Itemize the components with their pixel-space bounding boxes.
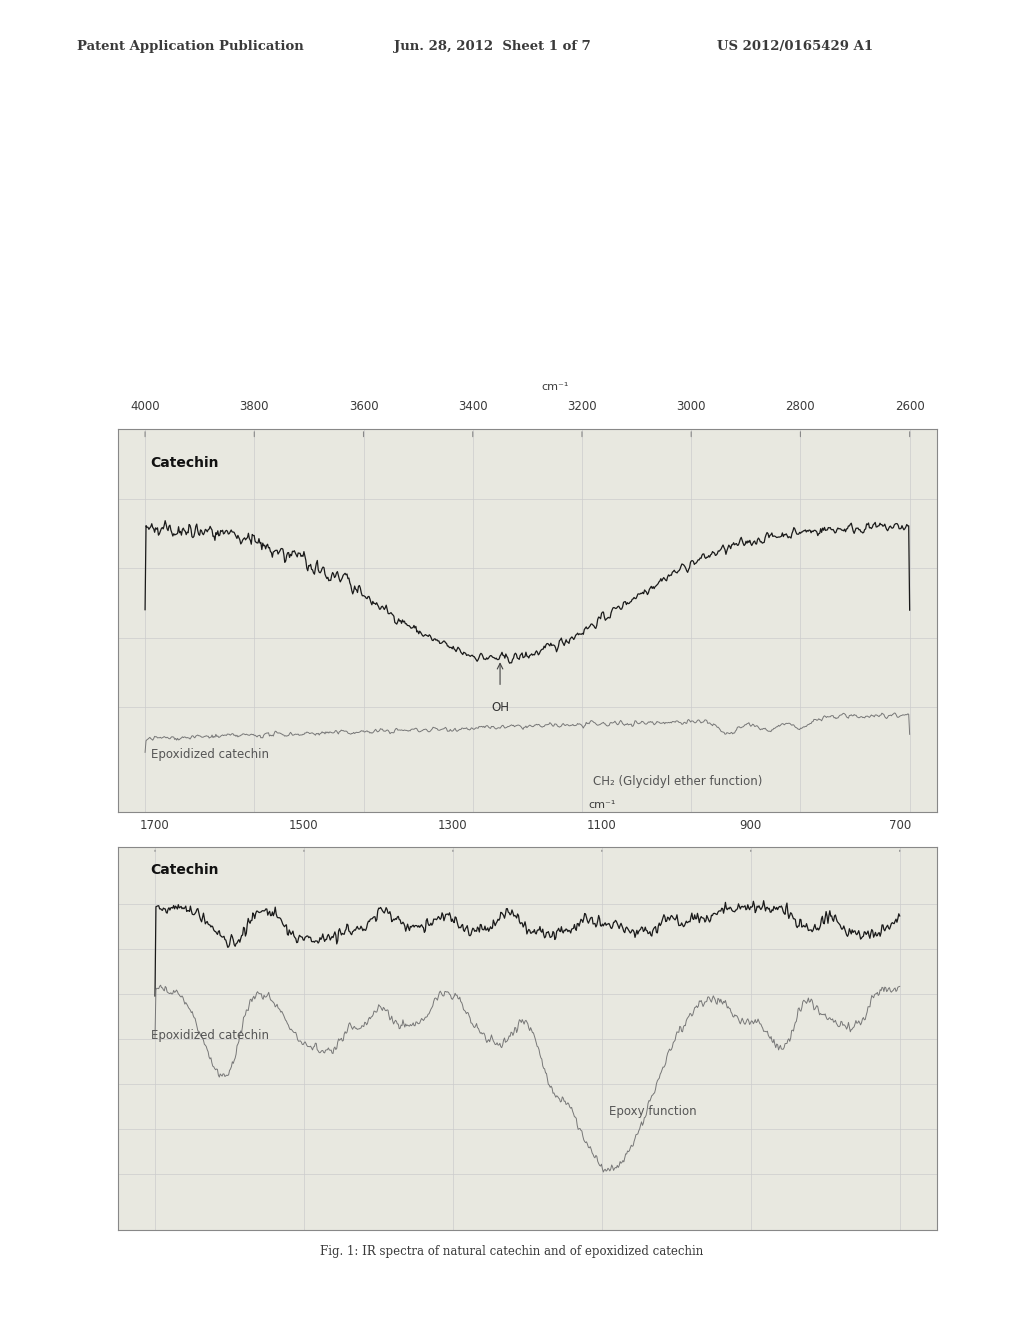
Text: CH₂ (Glycidyl ether function): CH₂ (Glycidyl ether function)	[593, 775, 762, 788]
Text: 900: 900	[739, 818, 762, 832]
Text: Catechin: Catechin	[151, 863, 219, 878]
Text: 2800: 2800	[785, 400, 815, 413]
Text: 3000: 3000	[677, 400, 706, 413]
Text: Catechin: Catechin	[151, 457, 219, 470]
Text: 700: 700	[889, 818, 911, 832]
Text: US 2012/0165429 A1: US 2012/0165429 A1	[717, 40, 872, 53]
Text: Epoxy function: Epoxy function	[609, 1105, 697, 1118]
Text: 3400: 3400	[458, 400, 487, 413]
Text: 1500: 1500	[289, 818, 318, 832]
Text: 1700: 1700	[140, 818, 170, 832]
Text: Epoxidized catechin: Epoxidized catechin	[151, 1028, 268, 1041]
Text: 1100: 1100	[587, 818, 616, 832]
Text: 3600: 3600	[349, 400, 378, 413]
Text: OH: OH	[492, 701, 509, 714]
Text: Fig. 1: IR spectra of natural catechin and of epoxidized catechin: Fig. 1: IR spectra of natural catechin a…	[321, 1245, 703, 1258]
Text: 2600: 2600	[895, 400, 925, 413]
Text: Epoxidized catechin: Epoxidized catechin	[151, 748, 268, 762]
Text: 4000: 4000	[130, 400, 160, 413]
Text: 3200: 3200	[567, 400, 597, 413]
Text: cm⁻¹: cm⁻¹	[541, 381, 568, 392]
Text: Jun. 28, 2012  Sheet 1 of 7: Jun. 28, 2012 Sheet 1 of 7	[394, 40, 591, 53]
Text: cm⁻¹: cm⁻¹	[588, 800, 615, 810]
Text: 1300: 1300	[438, 818, 468, 832]
Text: Patent Application Publication: Patent Application Publication	[77, 40, 303, 53]
Text: 3800: 3800	[240, 400, 269, 413]
